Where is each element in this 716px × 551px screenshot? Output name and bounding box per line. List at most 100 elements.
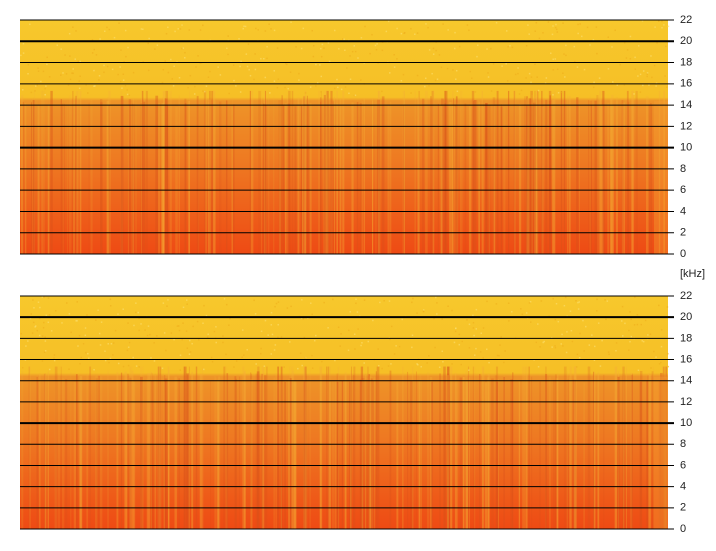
texture-speck <box>310 302 312 304</box>
texture-streak <box>568 376 571 529</box>
texture-streak <box>303 96 306 254</box>
texture-streak <box>75 374 78 529</box>
texture-speck <box>45 85 47 87</box>
texture-speck <box>172 85 175 87</box>
texture-speck <box>22 42 25 45</box>
texture-streak <box>663 90 665 254</box>
texture-streak <box>545 374 548 529</box>
texture-speck <box>210 356 213 359</box>
texture-speck <box>48 368 51 371</box>
texture-speck <box>441 318 443 320</box>
texture-speck <box>446 67 449 70</box>
texture-speck <box>629 57 632 60</box>
texture-speck <box>661 26 663 29</box>
texture-streak <box>303 95 305 254</box>
texture-streak <box>277 366 280 529</box>
texture-speck <box>76 301 78 303</box>
texture-streak <box>129 377 132 529</box>
texture-streak <box>120 372 123 529</box>
texture-speck <box>554 26 557 29</box>
texture-streak <box>599 90 602 254</box>
texture-speck <box>27 340 29 342</box>
texture-speck <box>29 317 32 320</box>
texture-streak <box>330 90 333 254</box>
texture-streak <box>447 366 450 529</box>
texture-speck <box>542 341 544 344</box>
texture-speck <box>552 58 554 61</box>
texture-speck <box>660 361 662 364</box>
texture-speck <box>304 92 307 94</box>
texture-speck <box>436 78 439 80</box>
texture-speck <box>170 58 172 61</box>
texture-speck <box>374 44 377 47</box>
texture-streak <box>576 97 579 254</box>
texture-streak <box>459 377 463 529</box>
texture-streak <box>375 371 378 529</box>
texture-streak <box>284 382 286 529</box>
texture-speck <box>206 336 209 338</box>
texture-speck <box>112 354 114 356</box>
texture-speck <box>60 48 62 50</box>
texture-speck <box>199 62 202 64</box>
texture-streak <box>130 366 133 529</box>
texture-edge <box>654 376 668 529</box>
texture-speck <box>205 85 208 87</box>
texture-speck <box>363 362 365 364</box>
texture-streak <box>564 90 566 254</box>
texture-speck <box>634 296 636 298</box>
texture-speck <box>538 37 541 40</box>
texture-streak <box>225 366 228 529</box>
y-tick-label: 2 <box>680 502 686 514</box>
texture-streak <box>160 366 162 529</box>
texture-speck <box>422 310 425 312</box>
texture-streak <box>344 372 347 529</box>
texture-streak <box>426 372 430 529</box>
texture-streak <box>309 370 311 529</box>
texture-speck <box>191 342 193 345</box>
texture-streak <box>369 376 372 529</box>
texture-speck <box>244 25 247 28</box>
texture-speck <box>378 364 380 367</box>
texture-speck <box>27 63 30 66</box>
texture-streak <box>100 102 103 254</box>
texture-speck <box>458 45 461 48</box>
texture-speck <box>276 47 279 49</box>
texture-speck <box>525 77 527 79</box>
texture-streak <box>318 90 320 254</box>
texture-speck <box>381 367 383 370</box>
texture-streak <box>662 366 665 529</box>
texture-speck <box>182 47 185 49</box>
texture-streak <box>166 104 168 254</box>
texture-speck <box>410 27 412 30</box>
texture-speck <box>164 60 166 62</box>
texture-speck <box>387 20 390 23</box>
texture-speck <box>486 348 488 351</box>
texture-streak <box>186 374 189 529</box>
texture-speck <box>410 92 412 94</box>
texture-speck <box>87 352 89 355</box>
texture-streak <box>234 376 237 529</box>
texture-speck <box>104 359 107 362</box>
texture-speck <box>267 334 269 336</box>
texture-streak <box>647 375 649 529</box>
texture-speck <box>71 72 73 74</box>
texture-streak <box>650 102 652 254</box>
texture-streak <box>63 103 65 254</box>
texture-speck <box>455 78 457 80</box>
texture-streak <box>446 366 449 529</box>
texture-speck <box>274 305 276 308</box>
texture-speck <box>182 322 184 324</box>
texture-streak <box>304 104 307 254</box>
texture-speck <box>377 62 379 64</box>
texture-streak <box>60 366 62 529</box>
texture-speck <box>241 329 244 331</box>
texture-streak <box>199 374 203 529</box>
texture-speck <box>637 75 639 77</box>
texture-speck <box>611 46 613 48</box>
texture-streak <box>440 105 443 254</box>
texture-speck <box>597 322 600 324</box>
texture-speck <box>453 341 456 344</box>
texture-speck <box>654 26 656 28</box>
texture-speck <box>85 351 87 354</box>
texture-speck <box>570 329 573 332</box>
